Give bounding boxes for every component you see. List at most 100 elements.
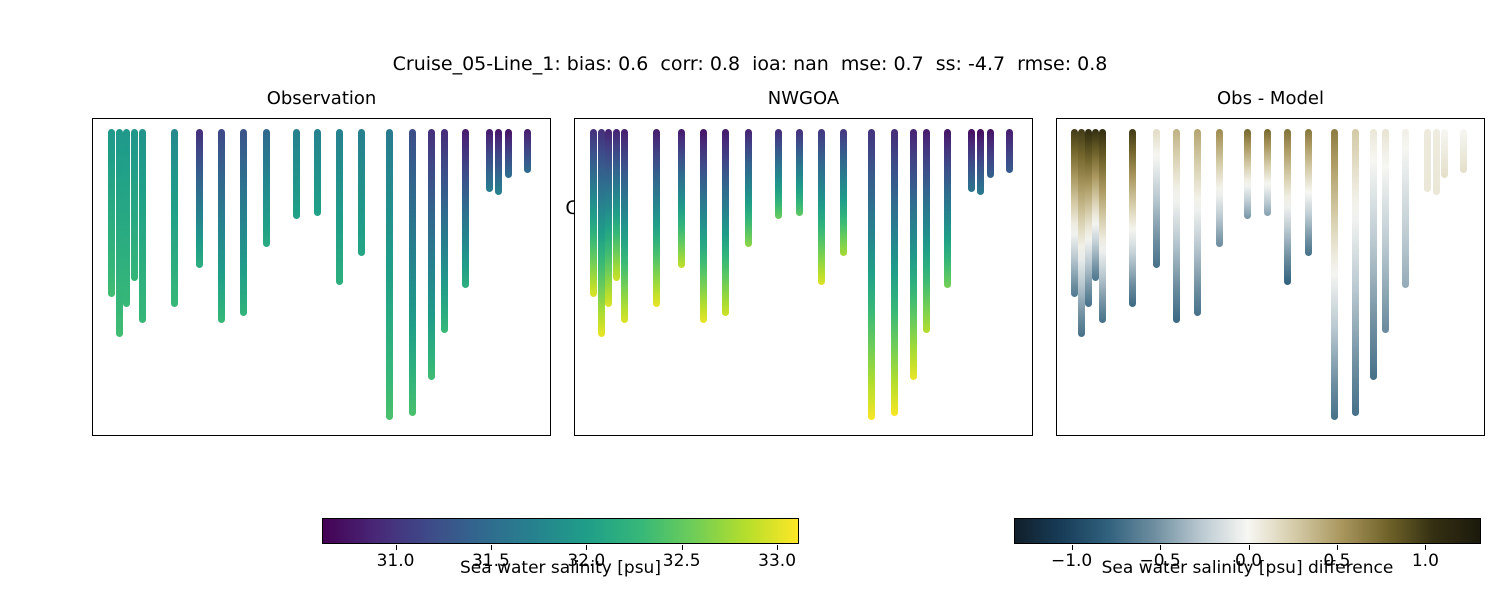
y-axis-tick [92,259,93,260]
y-axis-tick [1056,129,1057,130]
ctd-cast-profile [1193,129,1201,317]
x-axis-tick [591,435,592,436]
ctd-cast-profile [1351,129,1359,417]
x-axis-tick [486,435,487,436]
ctd-cast-profile [977,129,985,196]
x-axis-tick [968,435,969,436]
ctd-cast-profile [1085,129,1093,308]
plot-panel-nwgoa: 0204060along-transect distance [km] [574,118,1033,436]
ctd-cast-profile [292,129,300,220]
ctd-cast-profile [524,129,531,173]
ctd-cast-profile [612,129,620,282]
panel-title-observation: Observation [266,88,377,109]
plot-panel-observation: 0−25−50−75−100−125−1500204060along-trans… [92,118,551,436]
ctd-cast-profile [699,129,707,323]
ctd-cast-profile [1092,129,1100,282]
ctd-cast-profile [745,129,753,247]
ctd-cast-profile [1441,129,1449,178]
ctd-cast-profile [1078,129,1086,337]
colorbar-tick-label: −1.0 [1050,551,1093,571]
ctd-cast-profile [1304,129,1312,256]
y-axis-tick [92,302,93,303]
y-axis-tick [574,345,575,346]
y-axis-tick [574,389,575,390]
plot-panel-difference: 0204060along-transect distance [km] [1056,118,1485,436]
x-axis-tick [1424,435,1425,436]
x-axis-tick [843,435,844,436]
colorbar-tick [1248,545,1250,550]
ctd-cast-profile [1283,129,1291,285]
ctd-cast-profile [461,129,469,289]
ctd-cast-profile [427,129,435,380]
ctd-cast-profile [486,129,494,192]
colorbar-tick [1160,545,1162,550]
y-axis-tick [574,216,575,217]
x-axis-tick [717,435,718,436]
y-axis-tick [574,173,575,174]
colorbar-tick-label: 32.0 [567,551,606,571]
ctd-cast-profile [385,129,393,420]
ctd-cast-profile [1129,129,1137,308]
ctd-cast-profile [774,129,782,220]
colorbar-tick-label: −0.5 [1139,551,1181,571]
y-axis-tick [1056,302,1057,303]
colorbar-tick [395,545,397,550]
colorbar-tick [777,545,779,550]
y-axis-tick [1056,389,1057,390]
colorbar-tick [490,545,492,550]
colorbar-tick-label: 32.5 [662,551,701,571]
ctd-cast-profile [123,129,131,308]
colorbar-tick [681,545,683,550]
ctd-cast-profile [678,129,686,268]
ctd-cast-profile [1173,129,1181,323]
ctd-cast-profile [817,129,825,285]
panel-title-nwgoa: NWGOA [767,88,840,109]
colorbar-tick [1425,545,1427,550]
y-axis-tick [92,173,93,174]
ctd-cast-profile [943,129,951,289]
ctd-cast-profile [335,129,343,285]
ctd-cast-profile [1401,129,1409,289]
ctd-cast-profile [1459,129,1467,173]
colorbar-salinity: 31.0 31.5 32.0 32.5 33.0 [322,518,799,571]
suptitle-line-metrics: Cruise_05-Line_1: bias: 0.6 corr: 0.8 io… [392,53,1108,75]
colorbar-tick-label: 31.5 [471,551,510,571]
ctd-cast-profile [597,129,605,337]
colorbar-tick-label: 0.5 [1323,551,1351,571]
colorbar-tick-label: 31.0 [376,551,415,571]
ctd-cast-profile [867,129,875,420]
ctd-cast-profile [1369,129,1377,380]
ctd-cast-profile [358,129,366,256]
ctd-cast-profile [620,129,628,323]
ctd-cast-profile [968,129,976,192]
ctd-cast-profile [652,129,660,308]
ctd-cast-profile [441,129,449,334]
ctd-cast-profile [495,129,503,196]
ctd-cast-profile [263,129,271,247]
ctd-cast-profile [239,129,247,317]
ctd-cast-profile [130,129,138,282]
x-axis-tick [235,435,236,436]
ctd-cast-profile [138,129,146,323]
colorbar-tick [586,545,588,550]
colorbar-tick-label: 0.0 [1234,551,1263,571]
y-axis-tick [1056,345,1057,346]
ctd-cast-profile [1006,129,1013,173]
x-axis-tick [1307,435,1308,436]
y-axis-tick [92,389,93,390]
y-axis-tick [574,259,575,260]
y-axis-tick [92,345,93,346]
ctd-cast-profile [1216,129,1224,247]
ctd-cast-profile [923,129,931,334]
y-axis-tick [1056,216,1057,217]
ctd-cast-profile [196,129,204,268]
colorbar-tick [1336,545,1338,550]
ctd-cast-profile [796,129,804,216]
ctd-cast-profile [986,129,994,178]
y-axis-tick [92,129,93,130]
ctd-cast-profile [115,129,123,337]
ctd-cast-profile [1263,129,1271,216]
ctd-cast-profile [1099,129,1107,323]
ctd-cast-profile [408,129,416,417]
colorbar-title-salinity: Sea water salinity [psu] [460,558,661,578]
